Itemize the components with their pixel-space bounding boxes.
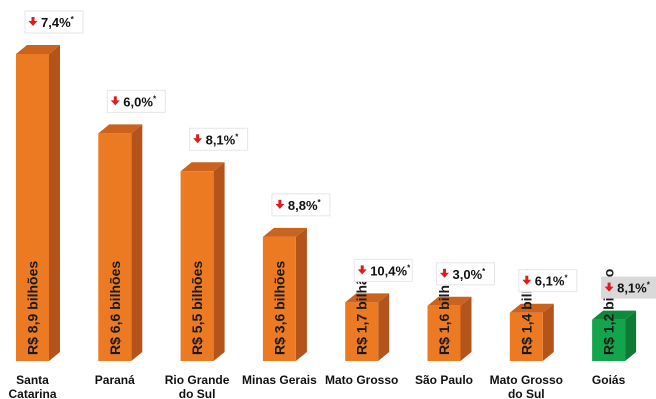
bar xyxy=(592,319,626,361)
bar-side-face xyxy=(460,296,472,361)
down-arrow-icon xyxy=(113,96,117,102)
change-callout xyxy=(189,127,249,151)
category-label: Santa xyxy=(16,373,49,387)
bar xyxy=(345,302,379,361)
down-arrow-head-icon xyxy=(604,286,614,292)
category-label: Catarina xyxy=(8,387,56,399)
bar-group: R$ 1,2 bilhão 8,1%*Goiás xyxy=(592,269,656,387)
bar-top-face xyxy=(427,296,472,306)
bar-side-face xyxy=(542,303,554,361)
down-arrow-icon xyxy=(360,265,364,271)
change-callout xyxy=(106,89,166,113)
bar xyxy=(509,312,543,361)
down-arrow-head-icon xyxy=(110,100,120,106)
bar-group: R$ 1,6 bilhão 3,0%* São Paulo xyxy=(415,262,495,387)
category-label: São Paulo xyxy=(415,373,473,387)
bar-side-face xyxy=(49,45,60,361)
category-label: Goiás xyxy=(592,373,626,387)
category-label: Paraná xyxy=(95,373,135,387)
bar-group: R$ 3,6 bilhões 8,8%* Minas Gerais xyxy=(242,193,331,387)
bar-value-label: R$ 5,5 bilhões xyxy=(189,261,205,355)
change-label: 8,1%* xyxy=(617,281,651,296)
category-label: Minas Gerais xyxy=(242,373,317,387)
down-arrow-head-icon xyxy=(193,138,203,144)
bar-top-face xyxy=(262,227,307,237)
bar-top-face xyxy=(345,293,390,303)
bar-value-label: R$ 6,6 bilhões xyxy=(107,261,123,355)
bar-top-face xyxy=(180,162,225,172)
change-label: 6,0%* xyxy=(123,94,157,109)
bar xyxy=(427,305,461,361)
category-label: do Sul xyxy=(508,387,545,399)
down-arrow-icon xyxy=(525,275,529,281)
bar-group: R$ 1,7 bilhão 10,4%* Mato Grosso xyxy=(325,258,413,387)
bar-value-label: R$ 1,7 bilhão xyxy=(354,269,370,355)
bar-top-face xyxy=(16,45,60,54)
down-arrow-head-icon xyxy=(28,21,38,26)
bar-side-face xyxy=(625,310,637,361)
change-label: 8,1%* xyxy=(206,132,240,147)
bar-value-label: R$ 3,6 bilhões xyxy=(271,261,287,355)
bar-top-face xyxy=(509,303,554,313)
bar-side-face xyxy=(213,162,225,361)
bar-group: R$ 6,6 bilhões 6,0%* Paraná xyxy=(95,89,166,387)
change-label: 3,0%* xyxy=(453,267,487,282)
down-arrow-head-icon xyxy=(275,203,285,209)
bar-side-face xyxy=(131,124,143,361)
bar-top-face xyxy=(98,124,143,134)
change-callout xyxy=(353,258,413,282)
change-callout xyxy=(271,193,331,217)
change-callout xyxy=(436,262,495,286)
change-label: 6,1%* xyxy=(535,274,569,289)
bar-side-face xyxy=(378,293,390,361)
bar-value-label: R$ 8,9 bilhões xyxy=(25,261,41,355)
bar xyxy=(180,171,214,361)
bar xyxy=(16,54,49,361)
bar-side-face xyxy=(295,227,307,361)
bar xyxy=(262,236,296,361)
down-arrow-head-icon xyxy=(440,272,449,278)
change-callout xyxy=(601,276,656,299)
change-label: 7,4%* xyxy=(41,15,75,30)
change-label: 10,4%* xyxy=(370,263,411,278)
category-label: do Sul xyxy=(179,387,216,399)
down-arrow-icon xyxy=(196,134,200,140)
bar xyxy=(98,133,132,361)
down-arrow-icon xyxy=(278,199,282,205)
bar-value-label: R$ 1,6 bilhão xyxy=(436,269,452,355)
category-label: Mato Grosso xyxy=(490,373,563,387)
down-arrow-icon xyxy=(31,17,35,22)
change-label: 8,8%* xyxy=(288,198,322,213)
down-arrow-icon xyxy=(607,282,611,288)
bar-top-face xyxy=(592,310,637,320)
change-callout xyxy=(24,10,84,34)
category-label: Mato Grosso xyxy=(325,373,398,387)
category-label: Rio Grande xyxy=(165,373,230,387)
down-arrow-head-icon xyxy=(357,269,367,275)
down-arrow-head-icon xyxy=(522,279,532,285)
down-arrow-icon xyxy=(443,268,446,274)
change-callout xyxy=(518,269,578,293)
